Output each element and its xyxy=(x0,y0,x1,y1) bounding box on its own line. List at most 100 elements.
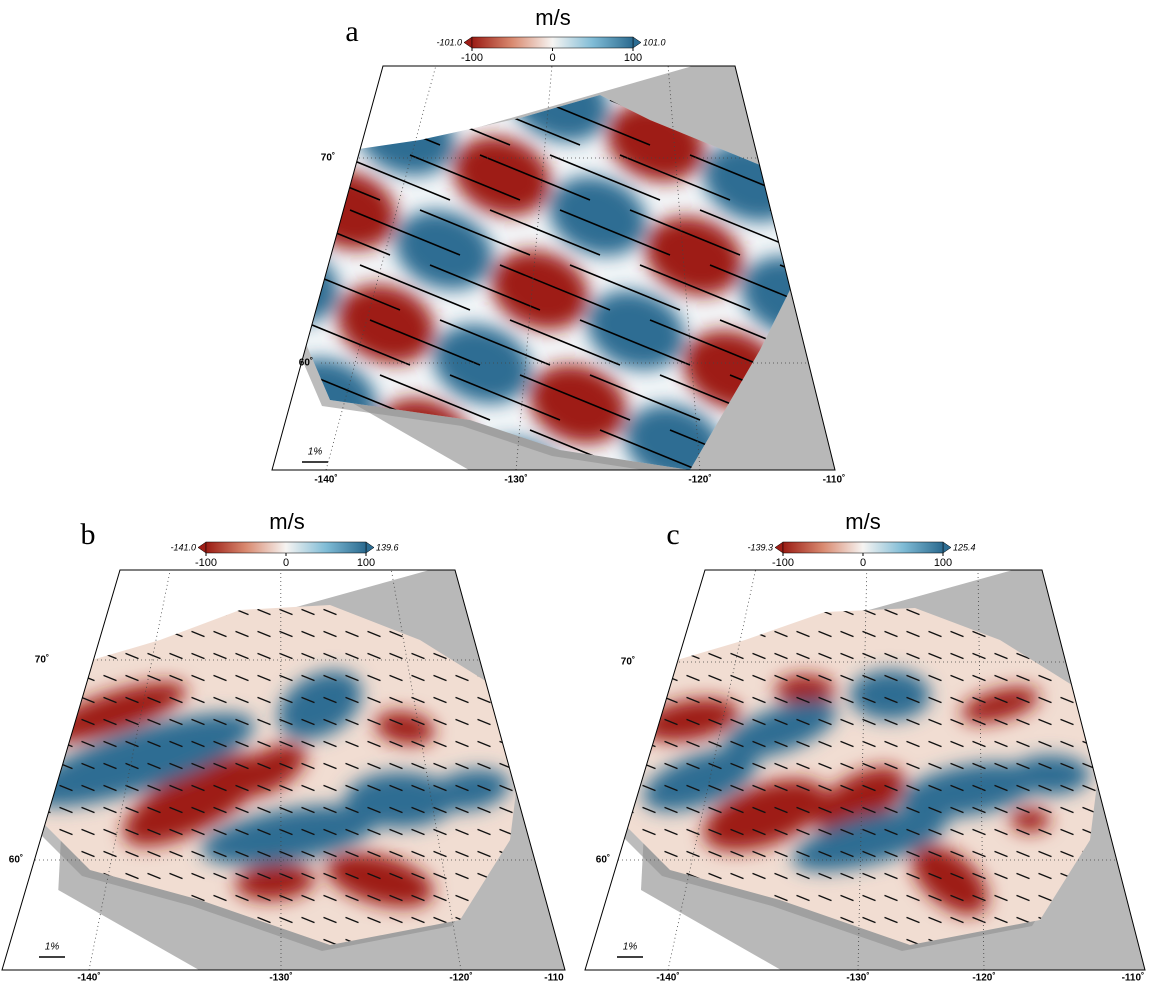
fast-axis xyxy=(1105,741,1118,746)
velocity-patch xyxy=(788,169,908,275)
fast-axis xyxy=(38,785,51,790)
latitude-label: 60˚ xyxy=(299,357,313,369)
fast-axis xyxy=(544,829,557,834)
fast-axis xyxy=(830,155,940,200)
fast-axis xyxy=(643,675,656,680)
longitude-label: -140˚ xyxy=(656,972,679,984)
fast-axis xyxy=(544,851,557,856)
fast-axis xyxy=(750,100,860,145)
fast-axis xyxy=(1127,807,1140,812)
fast-axis xyxy=(599,807,612,812)
fast-axis xyxy=(820,100,930,145)
velocity-patch xyxy=(864,397,984,503)
fast-axis xyxy=(687,587,700,592)
fast-axis xyxy=(1083,587,1096,592)
velocity-patch xyxy=(616,0,736,7)
colorbar-tick-label: 0 xyxy=(283,557,289,569)
velocity-patch xyxy=(556,465,676,571)
fast-axis xyxy=(82,631,95,636)
fast-axis xyxy=(1105,609,1118,614)
latitude-label: 60˚ xyxy=(9,854,23,866)
velocity-patch xyxy=(308,0,428,75)
colorbar xyxy=(472,37,633,48)
fast-axis xyxy=(1105,697,1118,702)
fast-axis xyxy=(544,763,557,768)
velocity-patch xyxy=(808,0,928,87)
fast-axis xyxy=(621,675,634,680)
fast-axis xyxy=(621,807,634,812)
velocity-patch xyxy=(250,43,370,149)
fast-axis xyxy=(599,873,612,878)
fast-axis xyxy=(643,719,656,724)
fast-axis xyxy=(621,609,634,614)
velocity-patch xyxy=(154,3,274,109)
fast-axis xyxy=(544,675,557,680)
velocity-patch xyxy=(76,265,196,371)
fast-axis xyxy=(1127,653,1140,658)
velocity-patch xyxy=(192,117,312,223)
fast-axis xyxy=(643,697,656,702)
fast-axis xyxy=(1083,609,1096,614)
fast-axis xyxy=(544,741,557,746)
fast-axis xyxy=(60,609,73,614)
fast-axis xyxy=(780,265,890,310)
fast-axis xyxy=(16,675,29,680)
scale-label: 1% xyxy=(45,942,60,953)
fast-axis xyxy=(621,697,634,702)
fast-axis xyxy=(38,675,51,680)
fast-axis xyxy=(16,631,29,636)
latitude-label: 60˚ xyxy=(596,854,610,866)
fast-axis xyxy=(840,210,950,255)
fast-axis xyxy=(1083,653,1096,658)
velocity-patch xyxy=(1096,101,1149,207)
fast-axis xyxy=(1105,675,1118,680)
fast-axis xyxy=(38,609,51,614)
longitude-label: -110˚ xyxy=(823,474,846,486)
fast-axis xyxy=(522,741,535,746)
fast-axis xyxy=(522,697,535,702)
fast-axis xyxy=(643,609,656,614)
fast-axis xyxy=(60,719,73,724)
velocity-patch xyxy=(212,0,332,35)
fast-axis xyxy=(478,609,491,614)
colorbar-tick-label: -100 xyxy=(195,557,217,569)
fast-axis xyxy=(1127,895,1140,900)
fast-axis xyxy=(522,719,535,724)
fast-axis xyxy=(16,873,29,878)
velocity-patch xyxy=(498,539,618,645)
fast-axis xyxy=(599,785,612,790)
fast-axis xyxy=(1127,851,1140,856)
colorbar-max-label: 139.6 xyxy=(376,542,399,552)
panel-label: a xyxy=(345,15,358,48)
scale-label: 1% xyxy=(308,447,323,458)
fast-axis xyxy=(760,155,870,200)
colorbar-min-label: -139.3 xyxy=(747,542,773,552)
fast-axis xyxy=(1127,741,1140,746)
fast-axis xyxy=(38,697,51,702)
colorbar-min-extension xyxy=(775,542,783,553)
fast-axis xyxy=(60,653,73,658)
fast-axis xyxy=(665,587,678,592)
fast-axis xyxy=(1083,719,1096,724)
fast-axis xyxy=(38,631,51,636)
fast-axis xyxy=(599,675,612,680)
fast-axis xyxy=(599,653,612,658)
fast-axis xyxy=(643,631,656,636)
velocity-patch xyxy=(1038,175,1149,281)
fast-axis xyxy=(1061,609,1074,614)
fast-axis xyxy=(1127,631,1140,636)
velocity-patch xyxy=(712,0,832,47)
velocity-patch xyxy=(0,225,100,331)
colorbar-max-label: 125.4 xyxy=(953,542,976,552)
velocity-patch xyxy=(904,21,1024,127)
fast-axis xyxy=(522,675,535,680)
fast-axis xyxy=(599,741,612,746)
velocity-patch xyxy=(96,77,216,183)
longitude-label: -140˚ xyxy=(314,474,337,486)
colorbar-min-extension xyxy=(198,542,206,553)
velocity-patch xyxy=(980,249,1100,355)
fast-axis xyxy=(500,719,513,724)
fast-axis xyxy=(544,587,557,592)
fast-axis xyxy=(1061,631,1074,636)
fast-axis xyxy=(500,675,513,680)
